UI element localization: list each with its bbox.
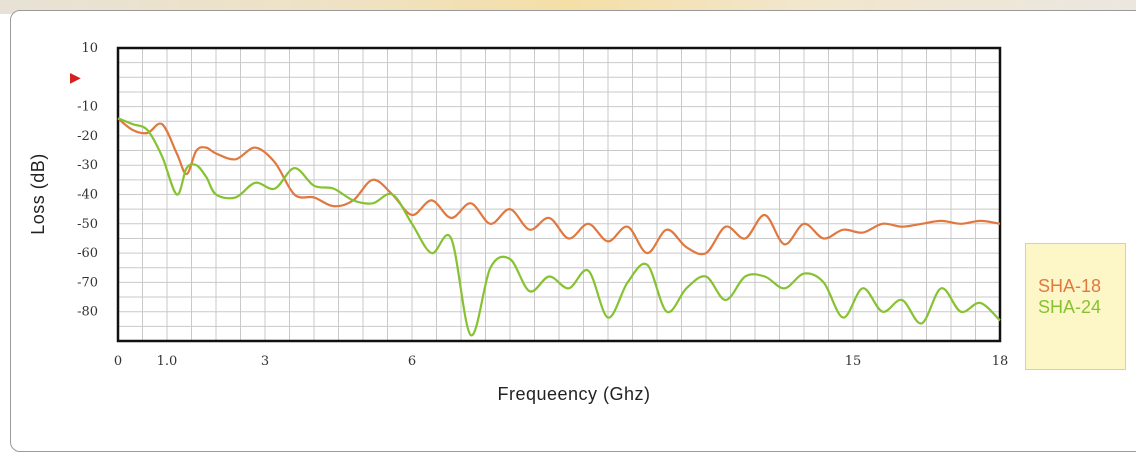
x-tick-label: 18 xyxy=(992,354,1009,369)
plot-area xyxy=(116,46,1002,343)
y-tick-label: -60 xyxy=(77,246,98,261)
x-tick-label: 3 xyxy=(261,354,269,369)
y-axis-marker: ▶ xyxy=(70,69,81,85)
y-tick-label: -20 xyxy=(77,129,98,144)
legend-sha-24: SHA-24 xyxy=(1038,297,1102,317)
series-line-sha-18 xyxy=(117,117,1001,256)
y-tick-label: -70 xyxy=(77,275,98,290)
x-tick-label: 1.0 xyxy=(157,354,178,369)
y-tick-label: 10 xyxy=(81,41,98,56)
loss-chart: 10-10-20-30-40-50-60-70-80 0 1.0 3 6 15 18 ▶ … xyxy=(28,41,1008,404)
series-layer xyxy=(117,117,1001,337)
x-axis-title: Frequeency (Ghz) xyxy=(497,384,650,404)
x-tick-label: 15 xyxy=(845,354,862,369)
y-tick-label: -50 xyxy=(77,217,98,232)
y-axis-title: Loss (dB) xyxy=(28,153,48,235)
legend-sha-18: SHA-18 xyxy=(1038,276,1102,296)
y-tick-label: -80 xyxy=(77,305,98,320)
x-tick-labels: 0 1.0 3 6 15 18 xyxy=(114,354,1008,369)
y-tick-labels: 10 -10 -20 -30 -40 -50 -60 -70 -80 xyxy=(77,41,98,320)
x-tick-label: 6 xyxy=(408,354,416,369)
y-tick-label: -40 xyxy=(77,188,98,203)
plot-grid xyxy=(118,48,1000,341)
y-tick-label: -30 xyxy=(77,158,98,173)
x-tick-label: 0 xyxy=(114,354,122,369)
series-line-sha-24 xyxy=(117,117,1001,337)
legend: SHA-18 SHA-24 xyxy=(1025,243,1126,370)
y-tick-label: -10 xyxy=(77,100,98,115)
